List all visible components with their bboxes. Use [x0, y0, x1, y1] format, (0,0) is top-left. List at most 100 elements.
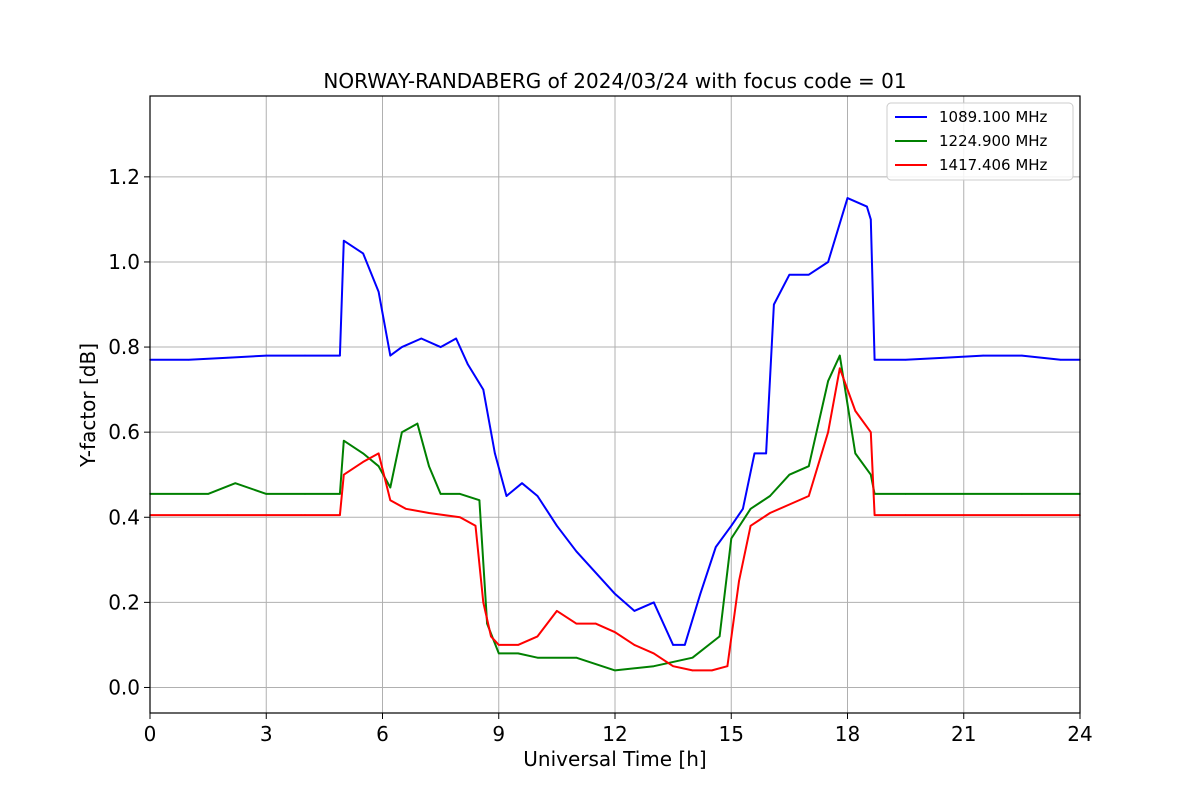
series-1-point	[788, 273, 791, 276]
series-1-point	[482, 388, 485, 391]
legend-label-2: 1224.900 MHz	[939, 132, 1048, 150]
legend-label-3: 1417.406 MHz	[939, 156, 1048, 174]
series-2-point	[730, 537, 733, 540]
series-2-point	[439, 493, 442, 495]
series-2-point	[401, 431, 403, 434]
series-3-point	[870, 431, 872, 434]
series-2-point	[459, 493, 461, 495]
series-2-point	[769, 495, 771, 497]
series-3-point	[482, 601, 485, 604]
x-tick-label: 18	[835, 722, 860, 746]
y-axis-title: Y-factor [dB]	[76, 343, 100, 468]
series-1-point	[536, 495, 539, 497]
series-1-point	[362, 252, 364, 255]
series-3-point	[672, 665, 674, 667]
series-3-point	[653, 652, 655, 655]
series-2-point	[498, 652, 500, 655]
series-1-point	[873, 359, 876, 361]
series-2-point	[870, 473, 872, 476]
series-1-point	[653, 601, 655, 604]
series-1-point	[420, 337, 423, 340]
series-1-point	[773, 303, 775, 306]
series-2-point	[749, 508, 752, 510]
series-2-point	[343, 439, 345, 442]
y-tick-label: 0.0	[108, 675, 140, 699]
x-tick-label: 0	[144, 722, 157, 746]
series-2-point	[416, 422, 419, 425]
series-3-point	[904, 514, 907, 516]
series-2-point	[234, 482, 237, 485]
series-3-point	[633, 644, 636, 646]
series-1-point	[866, 205, 868, 208]
series-3-point	[711, 669, 713, 672]
y-tick-label: 0.6	[108, 420, 140, 444]
series-3-point	[405, 508, 407, 510]
y-tick-label: 0.2	[108, 590, 140, 614]
series-1-point	[505, 495, 508, 497]
series-3-point	[474, 525, 477, 527]
series-1-point	[904, 359, 907, 361]
x-axis-title: Universal Time [h]	[523, 747, 706, 771]
legend: 1089.100 MHz 1224.900 MHz 1417.406 MHz	[886, 102, 1074, 181]
series-1-point	[614, 593, 616, 595]
series-1-point	[265, 354, 268, 357]
x-tick-label: 15	[719, 722, 744, 746]
series-2-point	[788, 473, 791, 476]
series-2-point	[1021, 493, 1023, 495]
series-2-point	[428, 465, 430, 468]
legend-label-1: 1089.100 MHz	[939, 108, 1048, 126]
series-1-point	[188, 359, 190, 361]
series-2-point	[207, 493, 209, 495]
series-3-point	[536, 635, 539, 638]
x-tick-label: 21	[951, 722, 976, 746]
series-2-point	[963, 493, 965, 495]
series-3-point	[226, 514, 229, 516]
series-3-point	[827, 431, 829, 434]
series-2-point	[339, 493, 341, 495]
series-3-point	[459, 516, 461, 519]
series-1-point	[870, 218, 872, 221]
series-1-point	[556, 525, 558, 527]
series-1-point	[684, 644, 686, 646]
series-line-3	[150, 367, 1080, 672]
series-1-point	[377, 290, 380, 293]
series-3-point	[738, 580, 740, 582]
series-1-point	[765, 452, 767, 455]
chart-title: NORWAY-RANDABERG of 2024/03/24 with focu…	[323, 69, 906, 93]
series-1-point	[343, 239, 345, 242]
series-3-point	[490, 635, 492, 638]
series-3-point	[749, 525, 752, 527]
series-2-point	[478, 499, 481, 502]
series-1-point	[730, 525, 733, 527]
series-2-point	[575, 656, 578, 659]
series-3-point	[808, 495, 810, 497]
series-3-point	[343, 473, 345, 476]
series-3-point	[769, 512, 771, 514]
series-3-point	[788, 503, 791, 506]
series-1-point	[494, 452, 496, 455]
series-3-point	[556, 610, 558, 612]
series-2-point	[718, 635, 721, 638]
series-2-point	[377, 465, 380, 468]
series-1-point	[827, 261, 829, 263]
series-lines	[149, 197, 1081, 672]
series-2-point	[691, 656, 694, 659]
legend-box	[886, 102, 1074, 181]
series-1-point	[715, 546, 717, 548]
series-1-point	[226, 356, 229, 359]
series-3-point	[517, 644, 519, 646]
series-2-point	[389, 486, 392, 489]
series-2-point	[362, 452, 364, 455]
x-tick-label: 6	[376, 722, 389, 746]
series-3-point	[594, 622, 597, 625]
series-3-point	[1021, 514, 1023, 516]
series-3-point	[963, 514, 965, 516]
series-2-point	[614, 669, 616, 672]
series-3-point	[389, 499, 392, 502]
series-1-point	[575, 550, 578, 553]
series-1-point	[594, 571, 597, 574]
series-2-point	[827, 380, 829, 382]
series-3-point	[339, 514, 341, 516]
series-3-point	[575, 622, 578, 625]
